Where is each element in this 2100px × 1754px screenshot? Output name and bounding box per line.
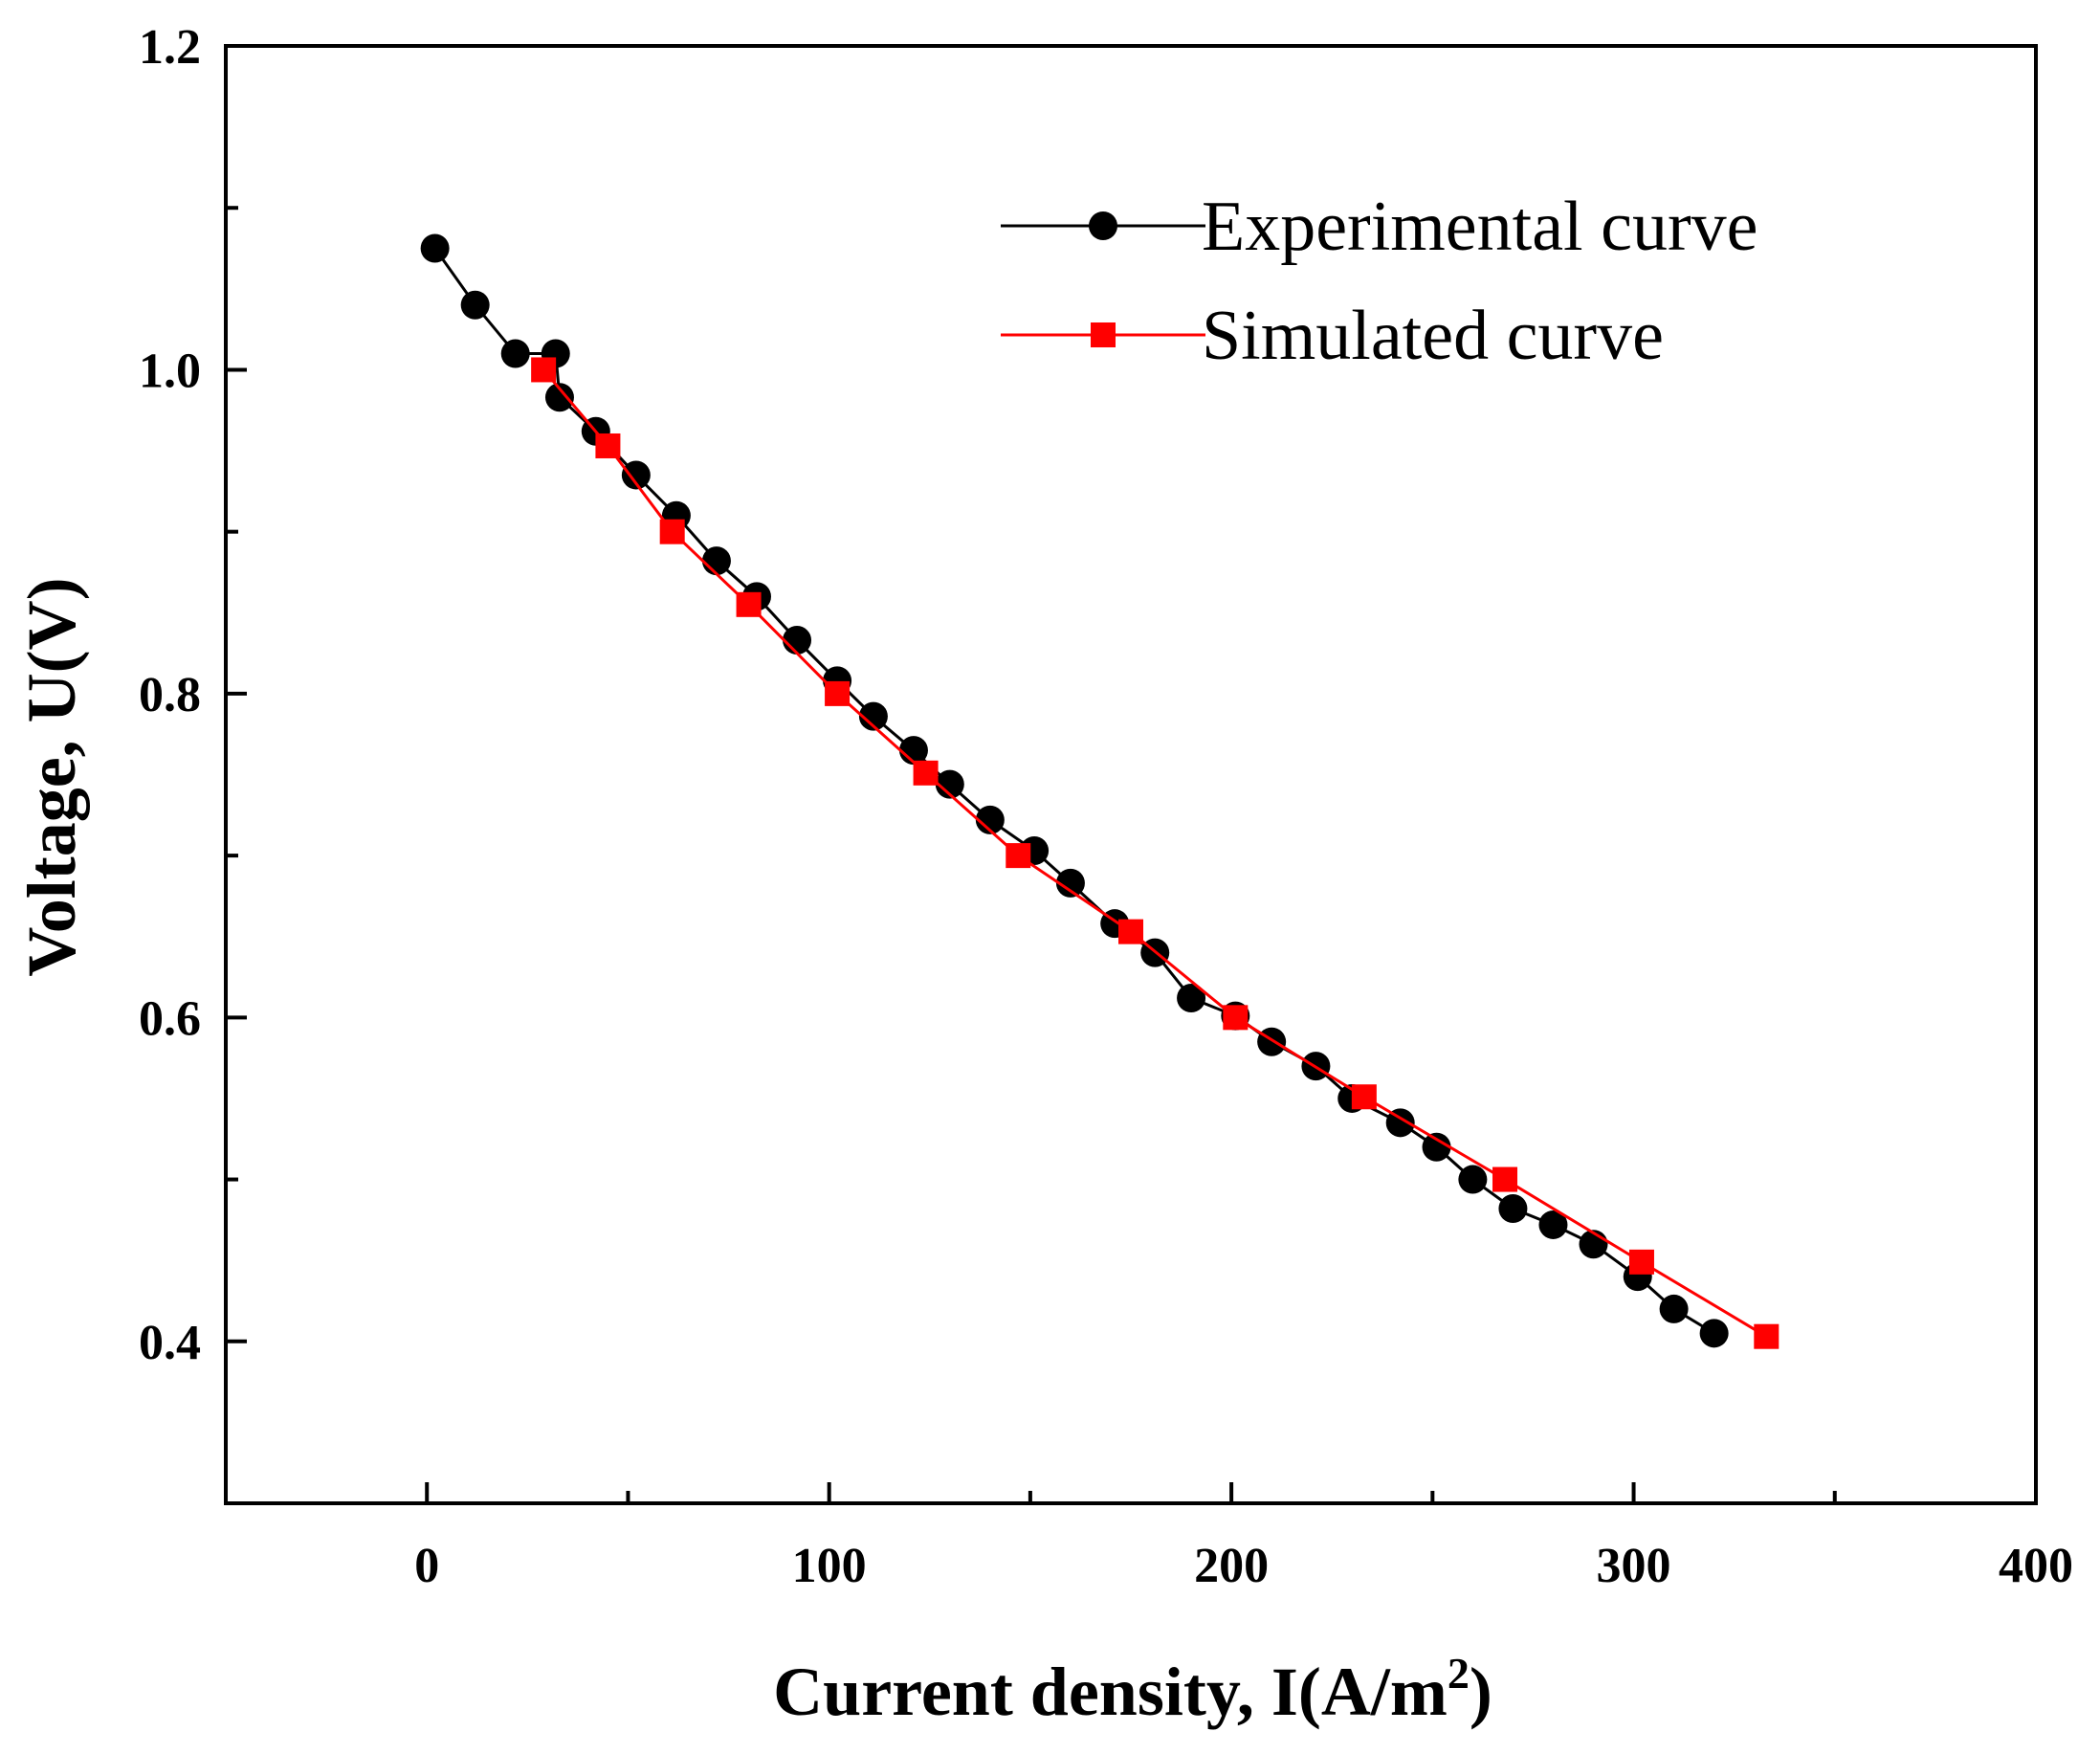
experimental-point xyxy=(544,383,574,412)
experimental-point xyxy=(1699,1319,1729,1348)
experimental-point xyxy=(1177,984,1206,1013)
experimental-point xyxy=(1055,868,1085,898)
experimental-point xyxy=(460,290,490,320)
simulated-point xyxy=(1492,1166,1518,1192)
y-tick-label: 1.2 xyxy=(139,20,201,75)
legend: Experimental curve Simulated curve xyxy=(1001,188,1757,375)
simulated-line xyxy=(542,368,1768,1338)
experimental-point xyxy=(975,805,1005,834)
x-axis: 0 100 200 300 400 xyxy=(414,1482,2073,1593)
simulated-series xyxy=(531,357,1779,1349)
simulated-point xyxy=(1118,919,1143,944)
experimental-line xyxy=(433,247,1715,1335)
legend-experimental-marker xyxy=(1089,211,1117,240)
x-axis-title-superscript: 2 xyxy=(1448,1649,1470,1698)
experimental-point xyxy=(1257,1027,1287,1056)
simulated-point xyxy=(659,519,685,544)
experimental-point xyxy=(935,769,964,799)
experimental-point xyxy=(1458,1165,1488,1194)
simulated-point xyxy=(913,760,939,786)
simulated-point xyxy=(1223,1005,1249,1031)
y-tick-label: 0.4 xyxy=(139,1316,201,1370)
y-tick-label: 1.0 xyxy=(139,344,201,398)
simulated-point xyxy=(531,357,557,383)
experimental-point xyxy=(858,701,888,731)
x-tick-label: 0 xyxy=(414,1539,439,1593)
simulated-point xyxy=(1628,1249,1654,1275)
x-tick-label: 300 xyxy=(1597,1539,1671,1593)
experimental-point xyxy=(701,546,731,576)
plot-frame-border xyxy=(224,44,2038,1505)
experimental-point xyxy=(621,460,651,490)
simulated-point xyxy=(1351,1084,1377,1110)
legend-simulated-marker xyxy=(1091,322,1116,347)
y-tick-label: 0.6 xyxy=(139,991,201,1046)
y-tick-label: 0.8 xyxy=(139,668,201,722)
y-axis: 0.4 0.6 0.8 1.0 1.2 xyxy=(139,20,247,1370)
experimental-point xyxy=(1538,1210,1568,1239)
legend-experimental-label: Experimental curve xyxy=(1202,188,1757,266)
experimental-point xyxy=(1422,1132,1451,1162)
x-tick-label: 400 xyxy=(1999,1539,2073,1593)
x-tick-label: 200 xyxy=(1194,1539,1269,1593)
simulated-point xyxy=(825,680,851,706)
simulated-point xyxy=(736,591,762,617)
experimental-point xyxy=(783,626,812,655)
simulated-point xyxy=(1754,1323,1779,1349)
experimental-point xyxy=(1659,1294,1689,1323)
experimental-point xyxy=(1498,1194,1528,1224)
simulated-point xyxy=(1006,843,1031,869)
plot-area xyxy=(224,44,2038,1505)
experimental-point xyxy=(500,339,530,368)
x-tick-label: 100 xyxy=(792,1539,867,1593)
x-axis-title-suffix: ) xyxy=(1470,1654,1492,1730)
experimental-point xyxy=(420,233,450,263)
x-axis-title: Current density, I(A/m2) xyxy=(773,1649,1492,1730)
simulated-point xyxy=(595,433,621,458)
legend-simulated-label: Simulated curve xyxy=(1202,297,1664,375)
experimental-point xyxy=(1385,1108,1415,1138)
y-axis-title: Voltage, U(V) xyxy=(13,577,90,976)
experimental-series xyxy=(420,233,1729,1348)
x-axis-title-main: Current density, I(A/m xyxy=(773,1654,1448,1730)
